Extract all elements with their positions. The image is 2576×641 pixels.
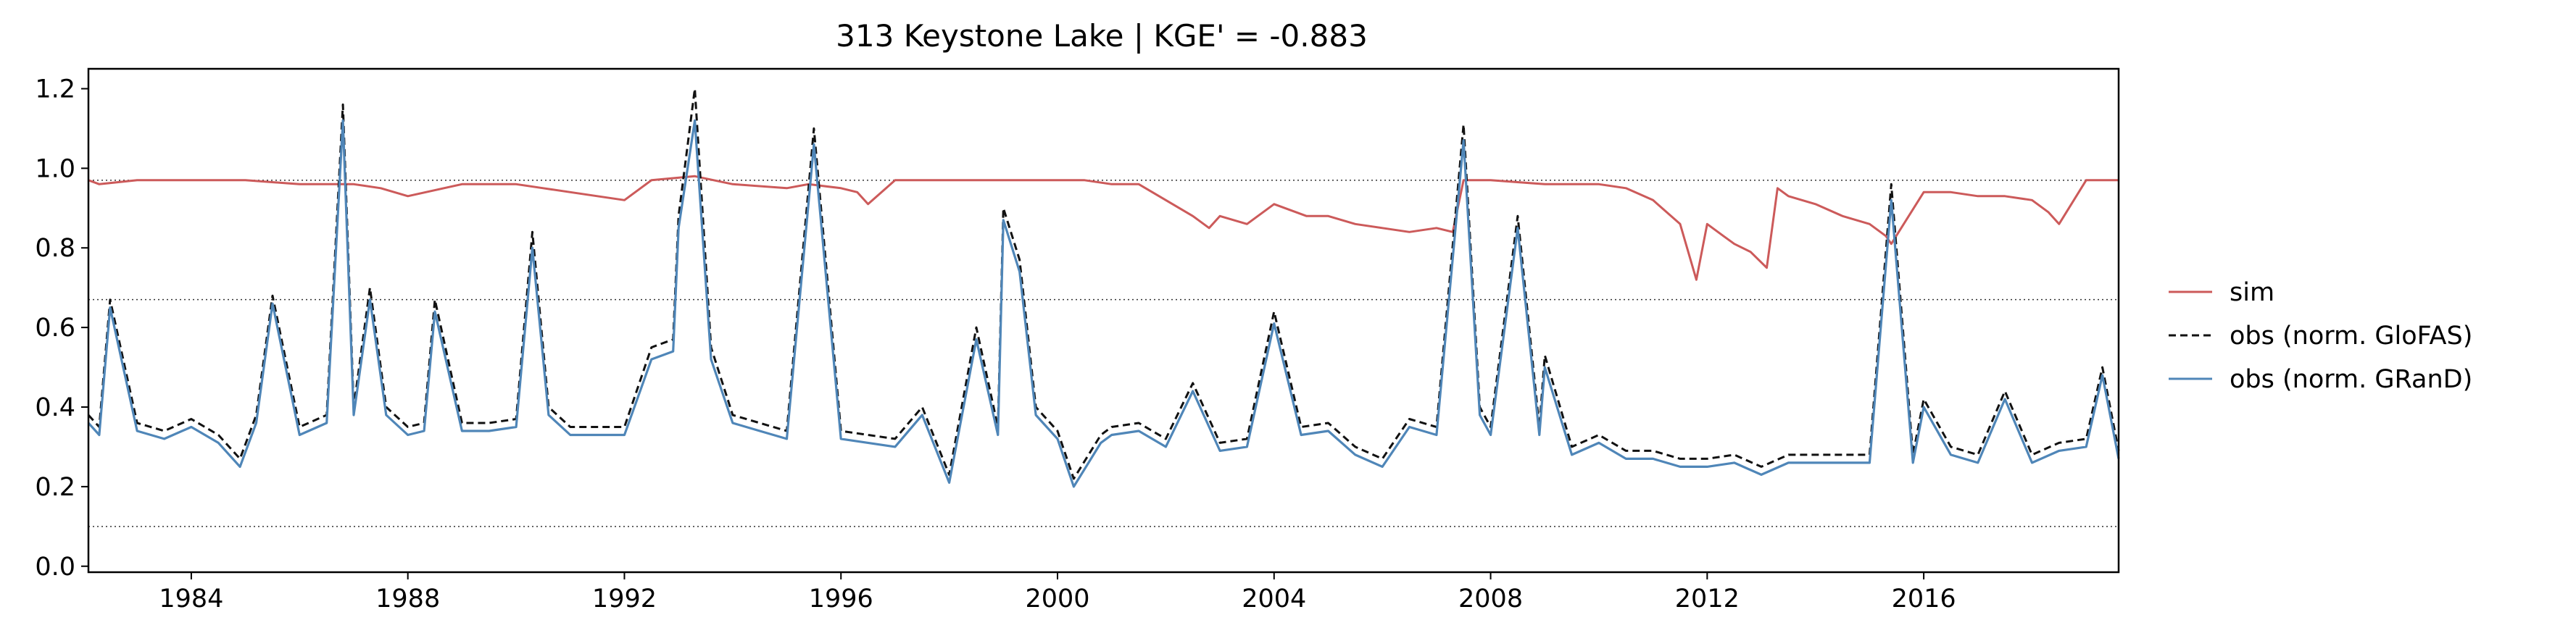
chart-title: 313 Keystone Lake | KGE' = -0.883 bbox=[836, 18, 1368, 54]
legend-label-1: obs (norm. GloFAS) bbox=[2230, 322, 2472, 351]
legend-label-2: obs (norm. GRanD) bbox=[2230, 365, 2472, 394]
y-tick-label-1: 0.2 bbox=[35, 473, 75, 502]
plot-area: 0.0 0.2 0.4 0.6 0.8 1.0 1.2 1984 1988 1992 1996 200… bbox=[35, 67, 2120, 613]
y-tick-label-4: 0.8 bbox=[35, 234, 75, 263]
x-tick-label-8: 2016 bbox=[1892, 585, 1956, 613]
x-tick-label-5: 2004 bbox=[1242, 585, 1306, 613]
y-tick-label-6: 1.2 bbox=[35, 75, 75, 104]
x-tick-label-1: 1988 bbox=[375, 585, 440, 613]
y-tick-label-3: 0.6 bbox=[35, 314, 75, 343]
x-tick-label-4: 2000 bbox=[1025, 585, 1089, 613]
plot-frame bbox=[87, 67, 2120, 574]
y-tick-label-0: 0.0 bbox=[35, 553, 75, 582]
legend-label-0: sim bbox=[2230, 278, 2274, 307]
series-line-2 bbox=[87, 119, 2120, 488]
legend: sim obs (norm. GloFAS) obs (norm. GRanD) bbox=[2169, 278, 2472, 394]
y-tick-label-5: 1.0 bbox=[35, 154, 75, 183]
y-tick-label-2: 0.4 bbox=[35, 393, 75, 422]
x-tick-label-0: 1984 bbox=[159, 585, 223, 613]
x-tick-label-6: 2008 bbox=[1458, 585, 1523, 613]
series-line-0 bbox=[88, 175, 2119, 281]
x-tick-label-7: 2012 bbox=[1675, 585, 1740, 613]
x-tick-label-3: 1996 bbox=[809, 585, 873, 613]
x-tick-label-2: 1992 bbox=[592, 585, 657, 613]
